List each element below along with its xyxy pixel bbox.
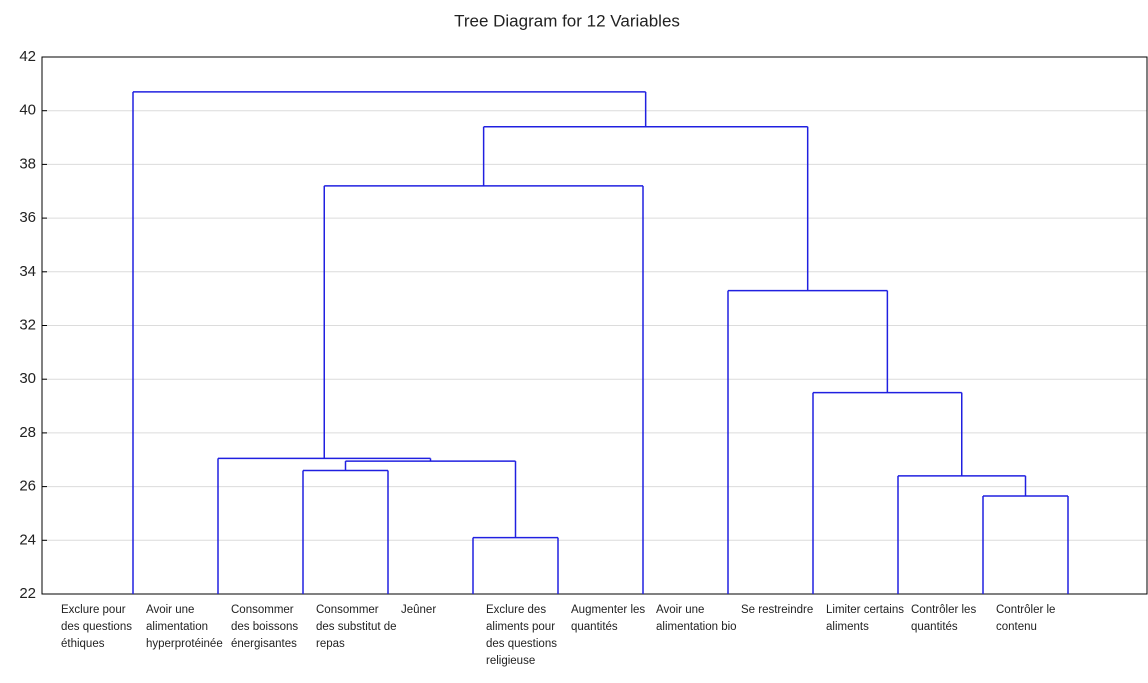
leaf-label: Exclure pour des questions éthiques [61, 604, 132, 650]
y-tick-label: 26 [19, 478, 36, 495]
leaf-label: Augmenter les quantités [571, 604, 646, 633]
y-tick-label: 38 [19, 155, 36, 172]
y-tick-label: 28 [19, 424, 36, 441]
leaf-label: Contrôler le contenu [996, 604, 1056, 633]
leaf-label: Se restreindre [741, 604, 814, 616]
leaf-label: Consommer des substitut de repas [316, 604, 397, 650]
leaf-label: Avoir une alimentation bio [656, 604, 737, 633]
leaf-label: Limiter certains aliments [826, 604, 904, 633]
leaf-label: Contrôler les quantités [911, 604, 977, 633]
leaf-label: Jeûner [401, 604, 437, 616]
y-tick-label: 34 [19, 263, 36, 280]
y-tick-label: 42 [19, 48, 36, 65]
chart-title: Tree Diagram for 12 Variables [454, 11, 680, 30]
y-tick-label: 30 [19, 370, 36, 387]
leaf-label: Exclure des aliments pour des questions … [486, 604, 557, 667]
plot-frame [41, 56, 1148, 595]
y-tick-label: 36 [19, 209, 36, 226]
leaf-label: Avoir une alimentation hyperprotéinée [146, 604, 223, 650]
y-tick-label: 40 [19, 102, 36, 119]
leaf-label: Consommer des boissons énergisantes [231, 604, 299, 650]
y-tick-label: 24 [19, 531, 36, 548]
y-tick-label: 32 [19, 316, 36, 333]
y-tick-label: 22 [19, 585, 36, 602]
